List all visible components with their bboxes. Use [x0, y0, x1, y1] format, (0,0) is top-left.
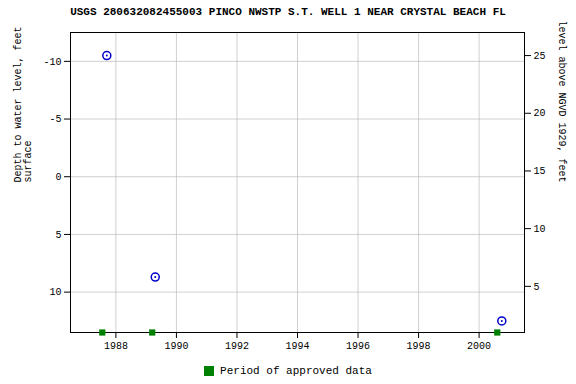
html-text:USGS 280632082455003 PINCO NWS: USGS 280632082455003 PINCO NWSTP S.T. WE… — [70, 6, 506, 18]
svg-text:15: 15 — [534, 166, 546, 177]
svg-text:1998: 1998 — [407, 341, 431, 352]
html-text:Period of approved data: Period of approved data — [220, 365, 372, 377]
svg-text:1996: 1996 — [346, 341, 370, 352]
svg-text:-5: -5 — [49, 114, 61, 125]
svg-text:Groundwater level above NGVD 1: Groundwater level above NGVD 1929, feet — [556, 22, 567, 183]
svg-text:20: 20 — [534, 108, 546, 119]
svg-text:2000: 2000 — [467, 341, 491, 352]
svg-text:5: 5 — [55, 230, 61, 241]
svg-text:10: 10 — [534, 224, 546, 235]
svg-text:25: 25 — [534, 51, 546, 62]
svg-text:0: 0 — [55, 172, 61, 183]
svg-text:1992: 1992 — [225, 341, 249, 352]
svg-text:-10: -10 — [43, 57, 61, 68]
svg-text:1988: 1988 — [104, 341, 128, 352]
svg-text:1990: 1990 — [164, 341, 188, 352]
svg-text:10: 10 — [49, 287, 61, 298]
svg-text:1994: 1994 — [285, 341, 309, 352]
svg-text:Depth to water level, feet bel: Depth to water level, feet below landsur… — [13, 22, 34, 183]
svg-text:5: 5 — [534, 282, 540, 293]
